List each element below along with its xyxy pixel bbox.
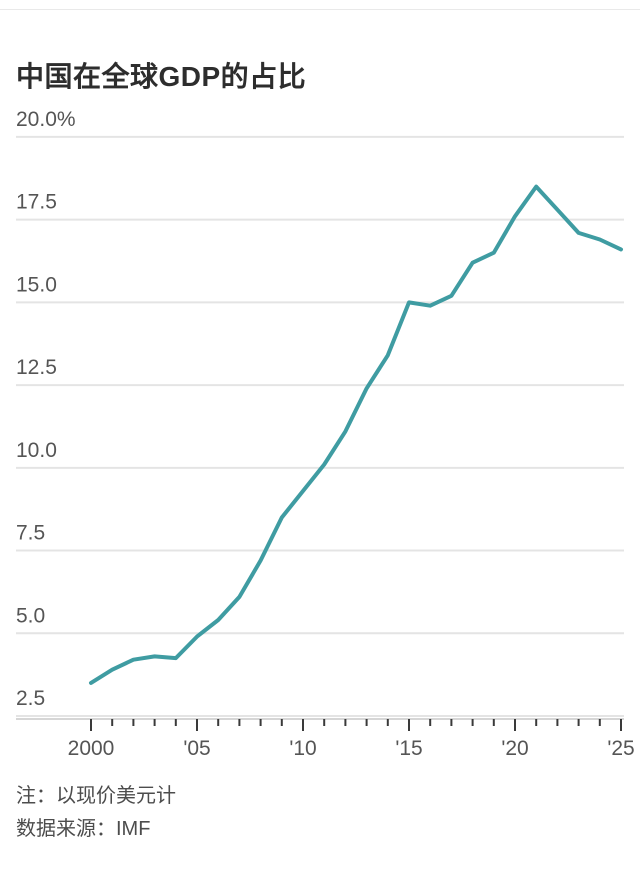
note-source: 数据来源：IMF	[16, 818, 151, 840]
gdp-share-series-line	[89, 184, 623, 685]
x-tick-label-2005: '05	[183, 737, 210, 760]
y-tick-label-17.5: 17.5	[16, 191, 57, 214]
x-tick-label-2015: '15	[395, 737, 422, 760]
chart-title: 中国在全球GDP的占比	[16, 60, 307, 92]
x-tick-label-2000: 2000	[68, 737, 115, 760]
y-tick-label-12.5: 12.5	[16, 356, 57, 379]
note-measurement: 注：以现价美元计	[16, 785, 176, 807]
x-tick-label-2025: '25	[607, 737, 634, 760]
top-divider	[0, 9, 640, 10]
y-tick-label-2.5: 2.5	[16, 687, 45, 710]
x-tick-label-2010: '10	[289, 737, 316, 760]
chart-notes: 注：以现价美元计 数据来源：IMF	[16, 780, 616, 846]
y-tick-label-20: 20.0%	[16, 108, 76, 131]
y-tick-label-10: 10.0	[16, 439, 57, 462]
y-tick-label-15: 15.0	[16, 273, 57, 296]
x-tick-label-2020: '20	[501, 737, 528, 760]
y-tick-label-7.5: 7.5	[16, 522, 45, 545]
y-tick-label-5: 5.0	[16, 604, 45, 627]
